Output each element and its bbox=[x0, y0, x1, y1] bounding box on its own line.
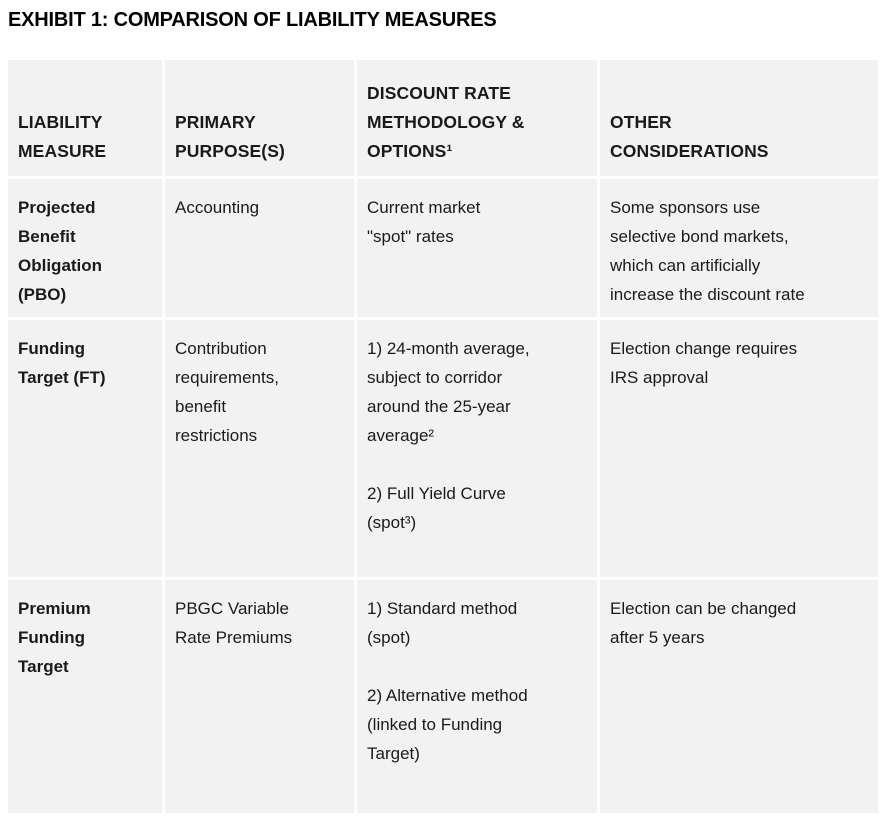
premium-funding-target-measure-cell: Premium Funding Target bbox=[8, 580, 162, 813]
pbo-considerations-cell: Some sponsors use selective bond markets… bbox=[600, 179, 878, 317]
column-header-discount-rate-methodology: DISCOUNT RATE METHODOLOGY & OPTIONS¹ bbox=[357, 60, 597, 176]
column-header-label: LIABILITY MEASURE bbox=[18, 112, 107, 161]
column-header-primary-purpose: PRIMARY PURPOSE(S) bbox=[165, 60, 354, 176]
pbo-measure-cell: Projected Benefit Obligation (PBO) bbox=[8, 179, 162, 317]
premium-funding-target-methodology-cell: 1) Standard method (spot) 2) Alternative… bbox=[357, 580, 597, 813]
column-header-label: PRIMARY PURPOSE(S) bbox=[175, 112, 285, 161]
exhibit-title: EXHIBIT 1: COMPARISON OF LIABILITY MEASU… bbox=[8, 9, 497, 31]
funding-target-purpose-cell: Contribution requirements, benefit restr… bbox=[165, 320, 354, 577]
pbo-methodology-cell: Current market "spot" rates bbox=[357, 179, 597, 317]
funding-target-measure-cell: Funding Target (FT) bbox=[8, 320, 162, 577]
funding-target-considerations-cell: Election change requires IRS approval bbox=[600, 320, 878, 577]
column-header-liability-measure: LIABILITY MEASURE bbox=[8, 60, 162, 176]
premium-funding-target-considerations-cell: Election can be changed after 5 years bbox=[600, 580, 878, 813]
pbo-purpose-cell: Accounting bbox=[165, 179, 354, 317]
column-header-other-considerations: OTHER CONSIDERATIONS bbox=[600, 60, 878, 176]
liability-measures-table: LIABILITY MEASURE PRIMARY PURPOSE(S) DIS… bbox=[8, 60, 878, 813]
column-header-label: OTHER CONSIDERATIONS bbox=[610, 112, 769, 161]
funding-target-methodology-cell: 1) 24-month average, subject to corridor… bbox=[357, 320, 597, 577]
column-header-label: DISCOUNT RATE METHODOLOGY & OPTIONS¹ bbox=[367, 83, 525, 161]
premium-funding-target-purpose-cell: PBGC Variable Rate Premiums bbox=[165, 580, 354, 813]
